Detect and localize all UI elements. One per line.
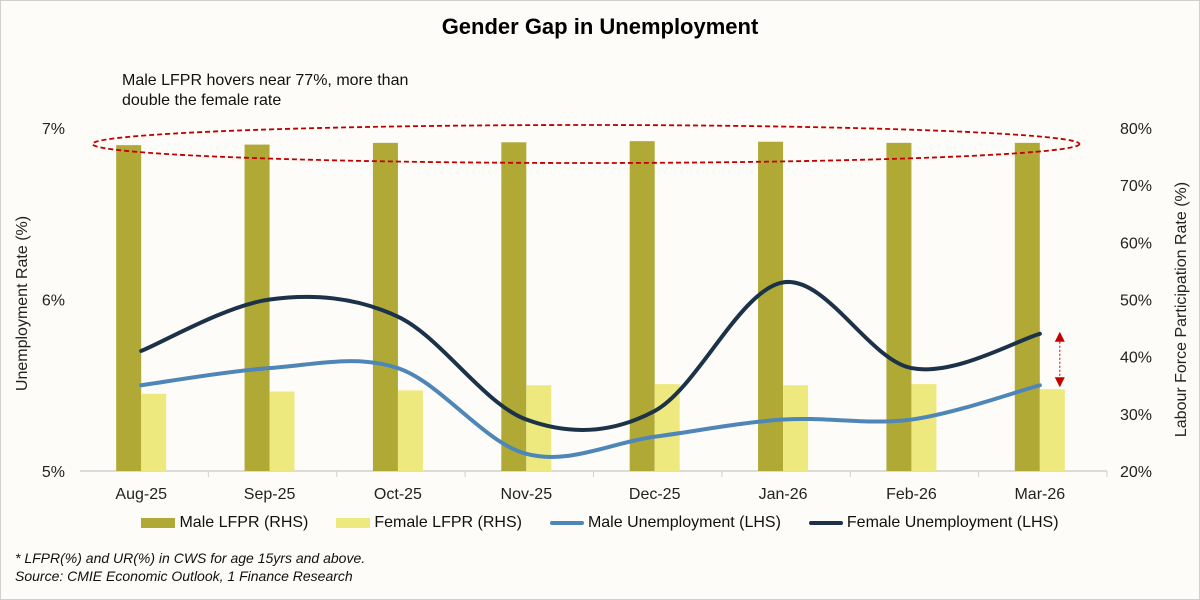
x-tick-label: Aug-25 [115,486,167,503]
x-tick-label: Feb-26 [886,486,937,503]
legend-label: Male Unemployment (LHS) [587,514,781,531]
x-tick-label: Jan-26 [759,486,808,503]
bar-male-lfpr [244,144,270,471]
footnote: * LFPR(%) and UR(%) in CWS for age 15yrs… [15,550,366,566]
x-tick-label: Mar-26 [1014,486,1065,503]
x-tick-label: Oct-25 [374,486,422,503]
bar-male-lfpr [758,141,784,471]
legend-swatch [808,521,843,525]
bar-male-lfpr [501,142,527,471]
y-left-tick-label: 6% [42,293,65,310]
y-right-axis-label: Labour Force Participation Rate (%) [1173,182,1190,437]
y-right-tick-label: 30% [1120,407,1152,424]
bar-male-lfpr [886,142,912,471]
x-tick-label: Nov-25 [501,486,553,503]
legend-swatch [141,518,176,528]
bar-male-lfpr [116,145,142,471]
line-female-unemployment [139,280,1042,432]
footnote-block: * LFPR(%) and UR(%) in CWS for age 15yrs… [15,549,365,585]
highlight-ellipse [91,124,1081,164]
line-male-unemployment [139,359,1042,459]
x-tick-label: Dec-25 [629,486,681,503]
y-right-tick-label: 80% [1120,121,1152,138]
legend-swatch [336,518,371,528]
annotation-text: Male LFPR hovers near 77%, more than dou… [122,72,409,109]
bar-female-lfpr [1039,389,1065,471]
legend: Male LFPR (RHS) Female LFPR (RHS) Male U… [0,514,1200,532]
y-right-tick-label: 20% [1120,464,1152,481]
gap-arrow-up-icon [1054,331,1065,342]
y-left-tick-label: 5% [42,464,65,481]
bar-female-lfpr [269,391,295,471]
legend-item-female-lfpr: Female LFPR (RHS) [336,514,522,532]
source-note: Source: CMIE Economic Outlook, 1 Finance… [15,568,353,584]
bar-male-lfpr [1014,142,1040,471]
bar-female-lfpr [654,384,680,471]
x-tick-label: Sep-25 [244,486,296,503]
y-right-tick-label: 60% [1120,235,1152,252]
bar-female-lfpr [783,385,809,471]
y-right-tick-label: 50% [1120,293,1152,310]
bar-female-lfpr [141,393,167,471]
legend-item-male-lfpr: Male LFPR (RHS) [141,514,308,532]
y-left-tick-label: 7% [42,121,65,138]
y-right-tick-label: 70% [1120,178,1152,195]
bar-female-lfpr [397,390,423,471]
chart-title: Gender Gap in Unemployment [441,14,759,39]
legend-label: Female LFPR (RHS) [374,514,522,531]
legend-label: Female Unemployment (LHS) [846,514,1059,531]
legend-swatch [549,521,584,525]
legend-label: Male LFPR (RHS) [179,514,309,531]
legend-item-female-unemployment: Female Unemployment (LHS) [808,514,1059,532]
y-right-tick-label: 40% [1120,350,1152,367]
legend-item-male-unemployment: Male Unemployment (LHS) [549,514,781,532]
gap-arrow-down-icon [1054,377,1065,388]
y-left-axis-label: Unemployment Rate (%) [14,216,31,391]
bar-female-lfpr [911,384,937,471]
